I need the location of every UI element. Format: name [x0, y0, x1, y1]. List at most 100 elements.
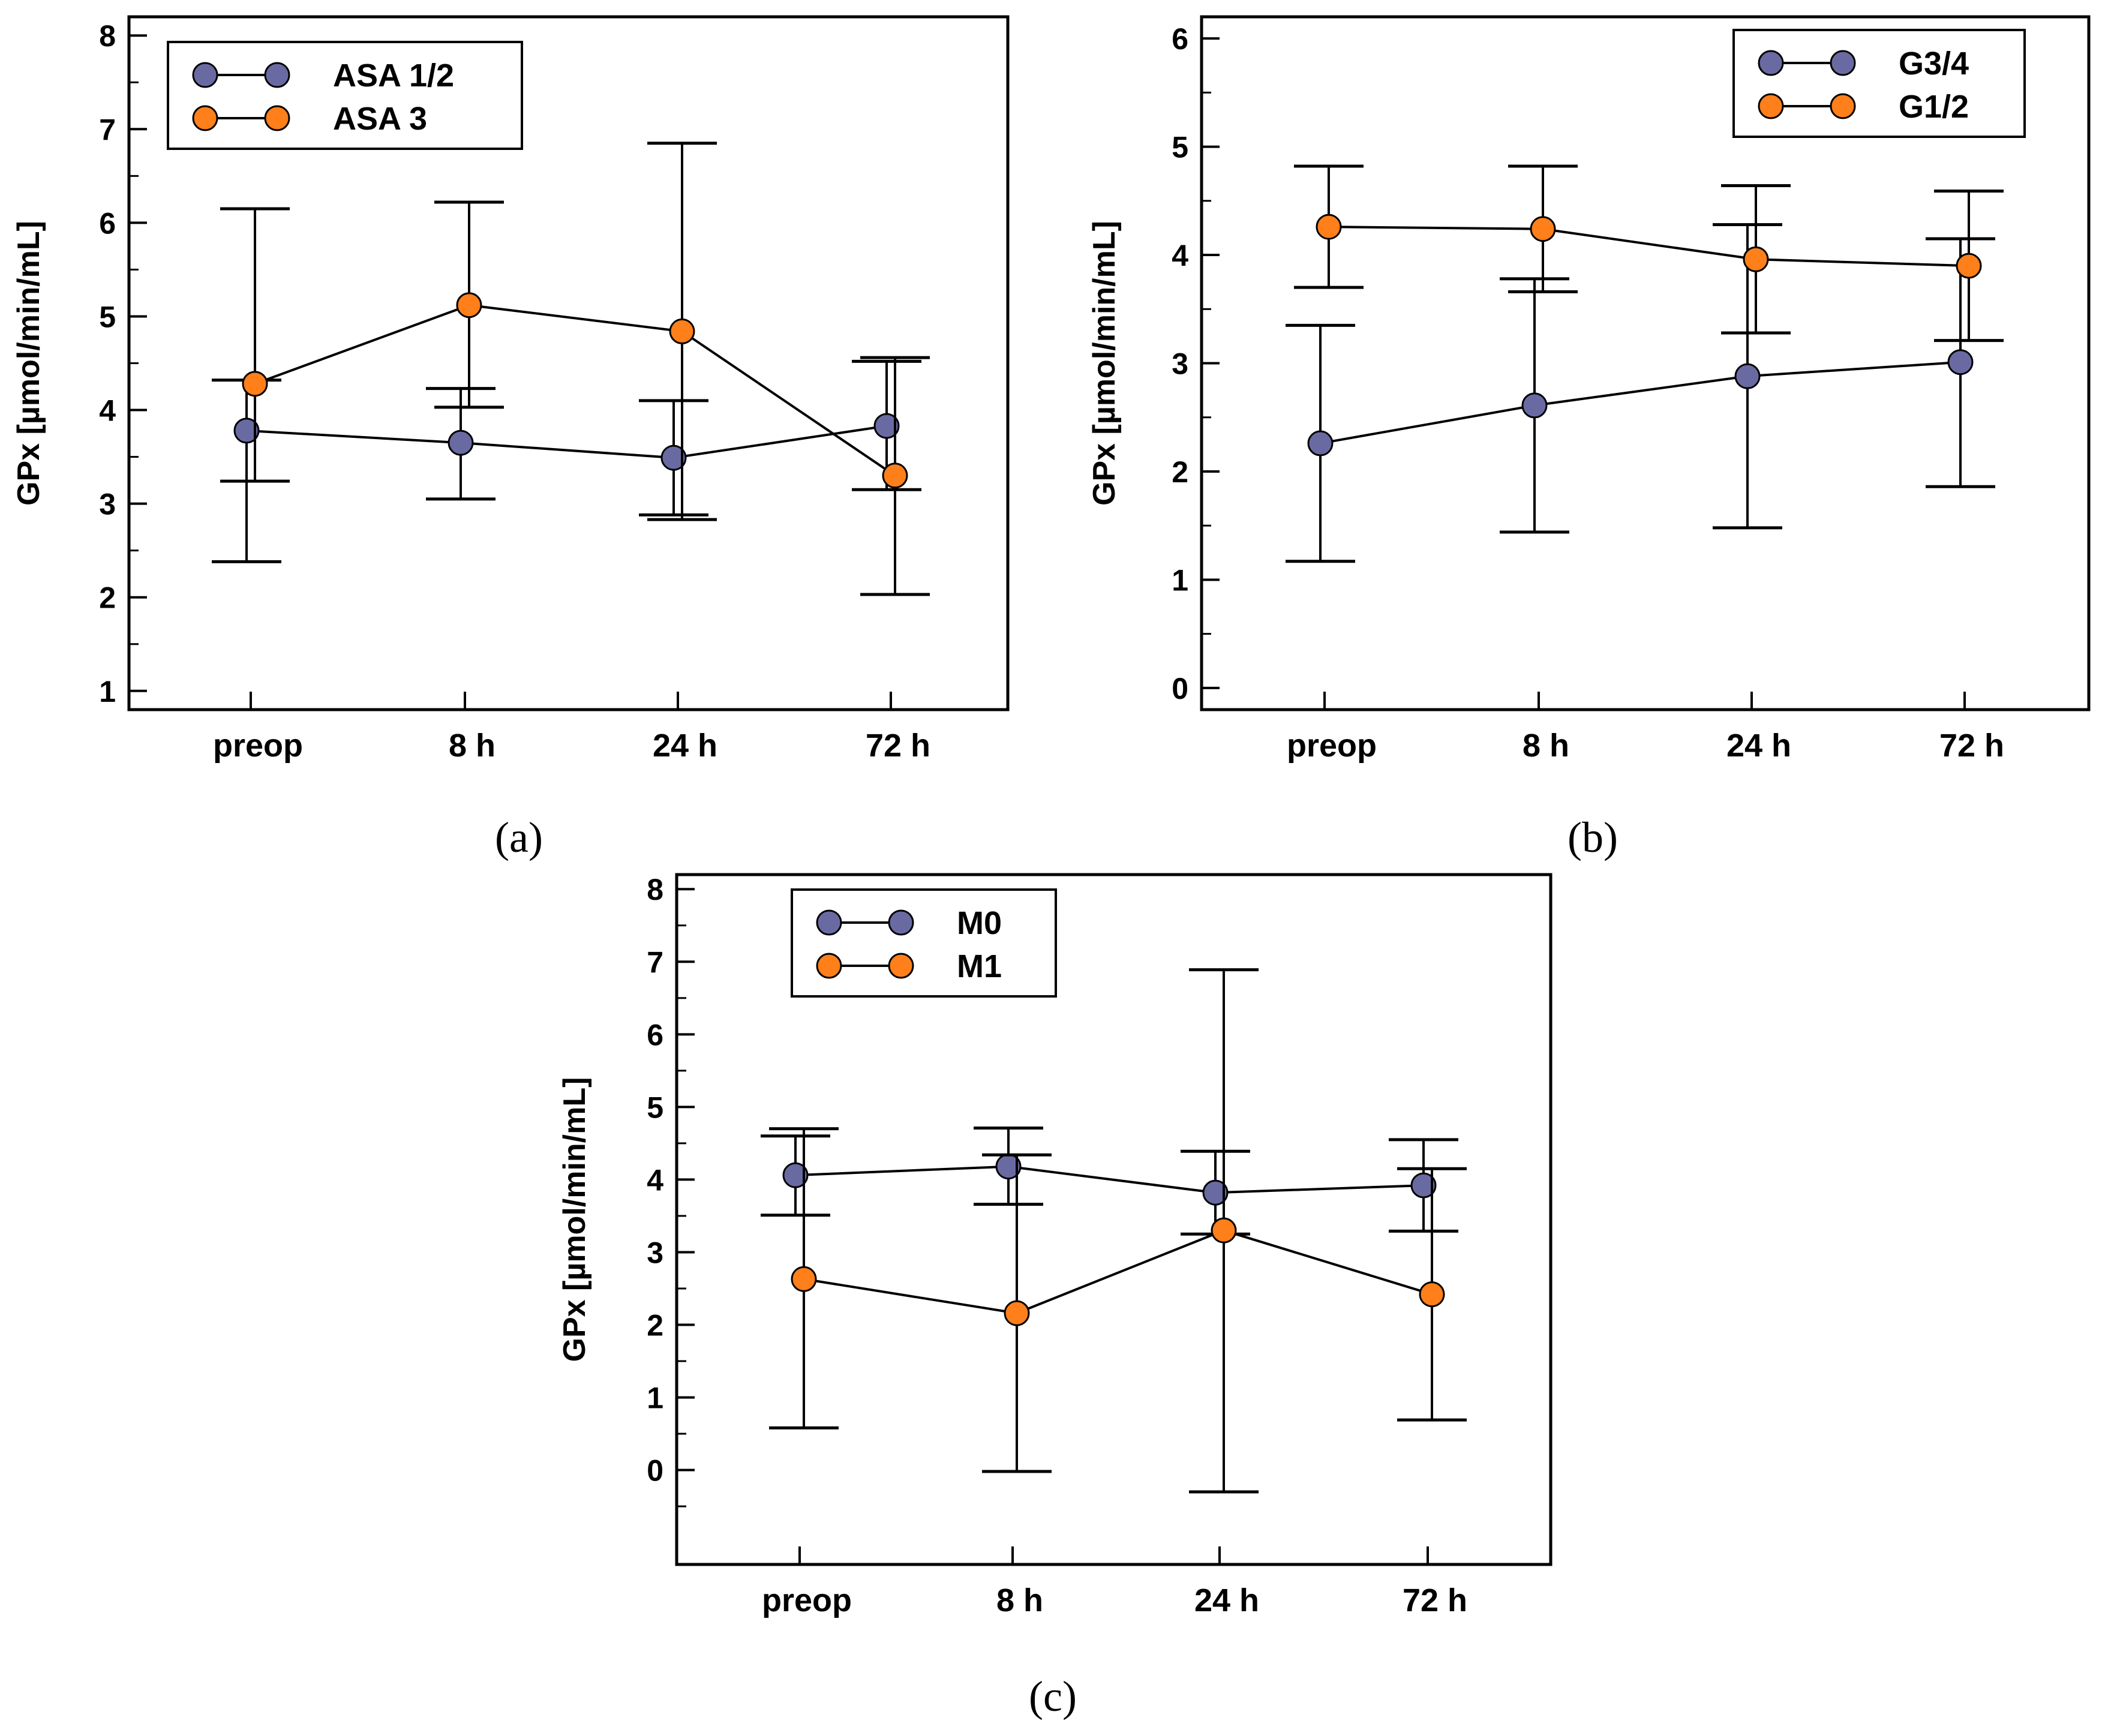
data-point — [1734, 363, 1761, 389]
legend-label: G3/4 — [1899, 46, 1969, 82]
legend-marker — [816, 953, 842, 979]
y-tick-label: 1 — [647, 1381, 663, 1415]
legend-marker — [1830, 50, 1856, 76]
y-tick-label: 0 — [1172, 672, 1188, 705]
data-point — [882, 462, 908, 489]
series-g1-2 — [1294, 164, 2004, 343]
legend-marker — [888, 953, 914, 979]
legend: ASA 1/2 ASA 3 — [167, 41, 523, 150]
series-g3-4 — [1286, 223, 1995, 563]
y-tick-label: 6 — [1172, 22, 1188, 56]
legend-marker — [1758, 50, 1784, 76]
x-tick-label: preop — [1287, 728, 1377, 764]
y-axis-label: GPx [µmol/min/mL] — [557, 1077, 592, 1362]
chart-panel-c: 0 1 2 3 4 5 6 7 8 preop 8 h 24 h 72 h GPx [µmol/min/m… — [557, 873, 1553, 1720]
data-point — [1530, 216, 1556, 242]
x-tick-label: 72 h — [866, 728, 930, 764]
y-tick-label: 1 — [1172, 563, 1188, 597]
y-tick-label: 6 — [99, 206, 116, 240]
data-point — [873, 413, 900, 439]
panel-caption: (b) — [1568, 813, 1618, 861]
data-point — [1316, 214, 1342, 240]
y-tick-label: 7 — [647, 945, 663, 979]
legend-box — [1732, 29, 2026, 138]
y-tick-label: 6 — [647, 1018, 663, 1052]
data-point — [1947, 349, 1974, 376]
legend-marker — [264, 105, 290, 131]
data-point — [1004, 1300, 1030, 1326]
y-tick-label: 3 — [1172, 347, 1188, 381]
legend-box — [167, 41, 523, 150]
x-tick-label: 8 h — [449, 728, 496, 764]
data-point — [1211, 1217, 1237, 1244]
series-m1 — [769, 968, 1467, 1494]
x-tick-label: 24 h — [653, 728, 717, 764]
panel-caption: (c) — [1029, 1672, 1077, 1720]
y-tick-label: 5 — [647, 1091, 663, 1124]
y-tick-label: 4 — [647, 1163, 663, 1197]
data-point — [782, 1162, 809, 1188]
legend-marker — [888, 909, 914, 936]
y-tick-label: 2 — [1172, 455, 1188, 489]
legend: G3/4 G1/2 — [1732, 29, 2026, 138]
legend-marker — [1758, 93, 1784, 119]
y-tick-label: 2 — [99, 581, 116, 615]
y-tick-label: 0 — [647, 1454, 663, 1488]
y-tick-label: 1 — [99, 675, 116, 708]
legend-label: G1/2 — [1899, 89, 1969, 125]
data-point — [1410, 1172, 1437, 1199]
legend-label: M0 — [957, 905, 1002, 941]
legend-marker — [192, 105, 218, 131]
y-axis-label: GPx [µmol/min/mL] — [11, 221, 46, 506]
y-tick-label: 3 — [99, 488, 116, 521]
data-point — [791, 1266, 817, 1292]
data-point — [448, 430, 474, 456]
y-axis-label: GPx [µmol/min/mL] — [1087, 221, 1122, 506]
y-tick-label: 4 — [99, 394, 116, 428]
x-tick-label: 72 h — [1939, 728, 2004, 764]
data-point — [1521, 392, 1548, 419]
series-line — [795, 1165, 1424, 1194]
data-point — [669, 318, 695, 344]
legend-label: M1 — [957, 948, 1002, 984]
legend-label: ASA 1/2 — [333, 58, 454, 94]
series-line — [1320, 361, 1961, 445]
x-tick-label: preop — [762, 1582, 852, 1618]
series-m0 — [761, 1126, 1458, 1236]
legend-marker — [192, 62, 218, 88]
y-tick-label: 4 — [1172, 239, 1188, 272]
x-tick-label: 8 h — [996, 1582, 1043, 1618]
legend-box — [791, 888, 1057, 998]
legend-marker — [264, 62, 290, 88]
panel-caption: (a) — [495, 813, 543, 861]
series-line — [1328, 226, 1969, 268]
x-tick-label: 24 h — [1726, 728, 1791, 764]
legend-marker — [1830, 93, 1856, 119]
x-tick-label: 72 h — [1403, 1582, 1467, 1618]
plot-frame — [675, 873, 1553, 1566]
legend-marker — [816, 909, 842, 936]
data-point — [1307, 430, 1334, 456]
data-point — [1419, 1281, 1445, 1308]
chart-panel-b: 0 1 2 3 4 5 6 preop 8 h 24 h 72 h GPx [µmol/min/mL]… — [1087, 15, 2091, 861]
series-line — [246, 425, 887, 459]
data-point — [1743, 246, 1769, 272]
y-tick-label: 8 — [647, 873, 663, 906]
data-point — [1202, 1179, 1229, 1206]
y-tick-label: 8 — [99, 19, 116, 53]
series-line — [254, 304, 896, 477]
y-tick-label: 2 — [647, 1309, 663, 1342]
data-point — [456, 292, 482, 319]
series-asa-1-2 — [212, 359, 921, 563]
legend-label: ASA 3 — [333, 101, 427, 137]
x-tick-label: preop — [213, 728, 303, 764]
chart-panel-a: 1 2 3 4 5 6 7 8 preop 8 h 24 h 72 h GPx [µmol/min/mL… — [11, 15, 1010, 861]
data-point — [233, 418, 260, 444]
y-tick-label: 3 — [647, 1236, 663, 1269]
series-asa-3 — [220, 142, 930, 596]
series-line — [803, 1229, 1433, 1315]
x-tick-label: 24 h — [1194, 1582, 1259, 1618]
x-tick-label: 8 h — [1523, 728, 1569, 764]
